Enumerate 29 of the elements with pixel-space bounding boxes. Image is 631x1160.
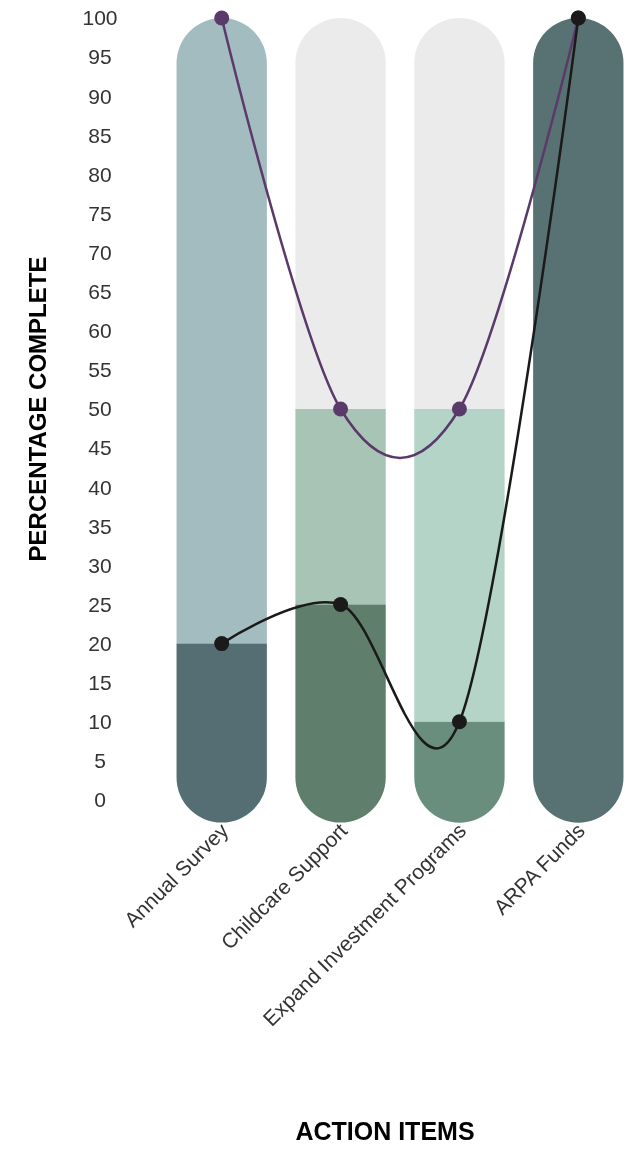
y-tick-label: 45: [88, 436, 112, 460]
point: [451, 401, 467, 417]
y-tick-label: 100: [82, 6, 118, 30]
x-axis-title: ACTION ITEMS: [295, 1117, 475, 1145]
point: [333, 597, 349, 612]
y-tick-label: 25: [88, 592, 112, 616]
point: [214, 636, 230, 652]
y-tick-label: 15: [88, 671, 112, 695]
y-tick-label: 40: [88, 475, 112, 499]
y-tick-label: 80: [88, 162, 112, 186]
y-tick-label: 85: [88, 123, 112, 147]
y-tick-label: 75: [88, 201, 112, 225]
y-tick-label: 35: [88, 514, 112, 538]
y-tick-label: 65: [88, 280, 112, 304]
y-axis-title: PERCENTAGE COMPLETE: [24, 256, 51, 562]
y-tick-label: 10: [88, 710, 112, 734]
y-tick-label: 0: [94, 788, 106, 812]
y-tick-label: 50: [88, 397, 112, 421]
y-tick-label: 95: [88, 45, 112, 69]
point: [451, 714, 467, 730]
y-tick-label: 70: [88, 240, 112, 264]
y-tick-label: 90: [88, 84, 112, 108]
y-tick-label: 60: [88, 319, 112, 343]
point: [214, 10, 230, 26]
y-tick-label: 5: [94, 749, 106, 773]
y-tick-label: 20: [88, 631, 112, 655]
point: [333, 401, 349, 417]
y-tick-label: 55: [88, 358, 112, 382]
y-tick-label: 30: [88, 553, 112, 577]
